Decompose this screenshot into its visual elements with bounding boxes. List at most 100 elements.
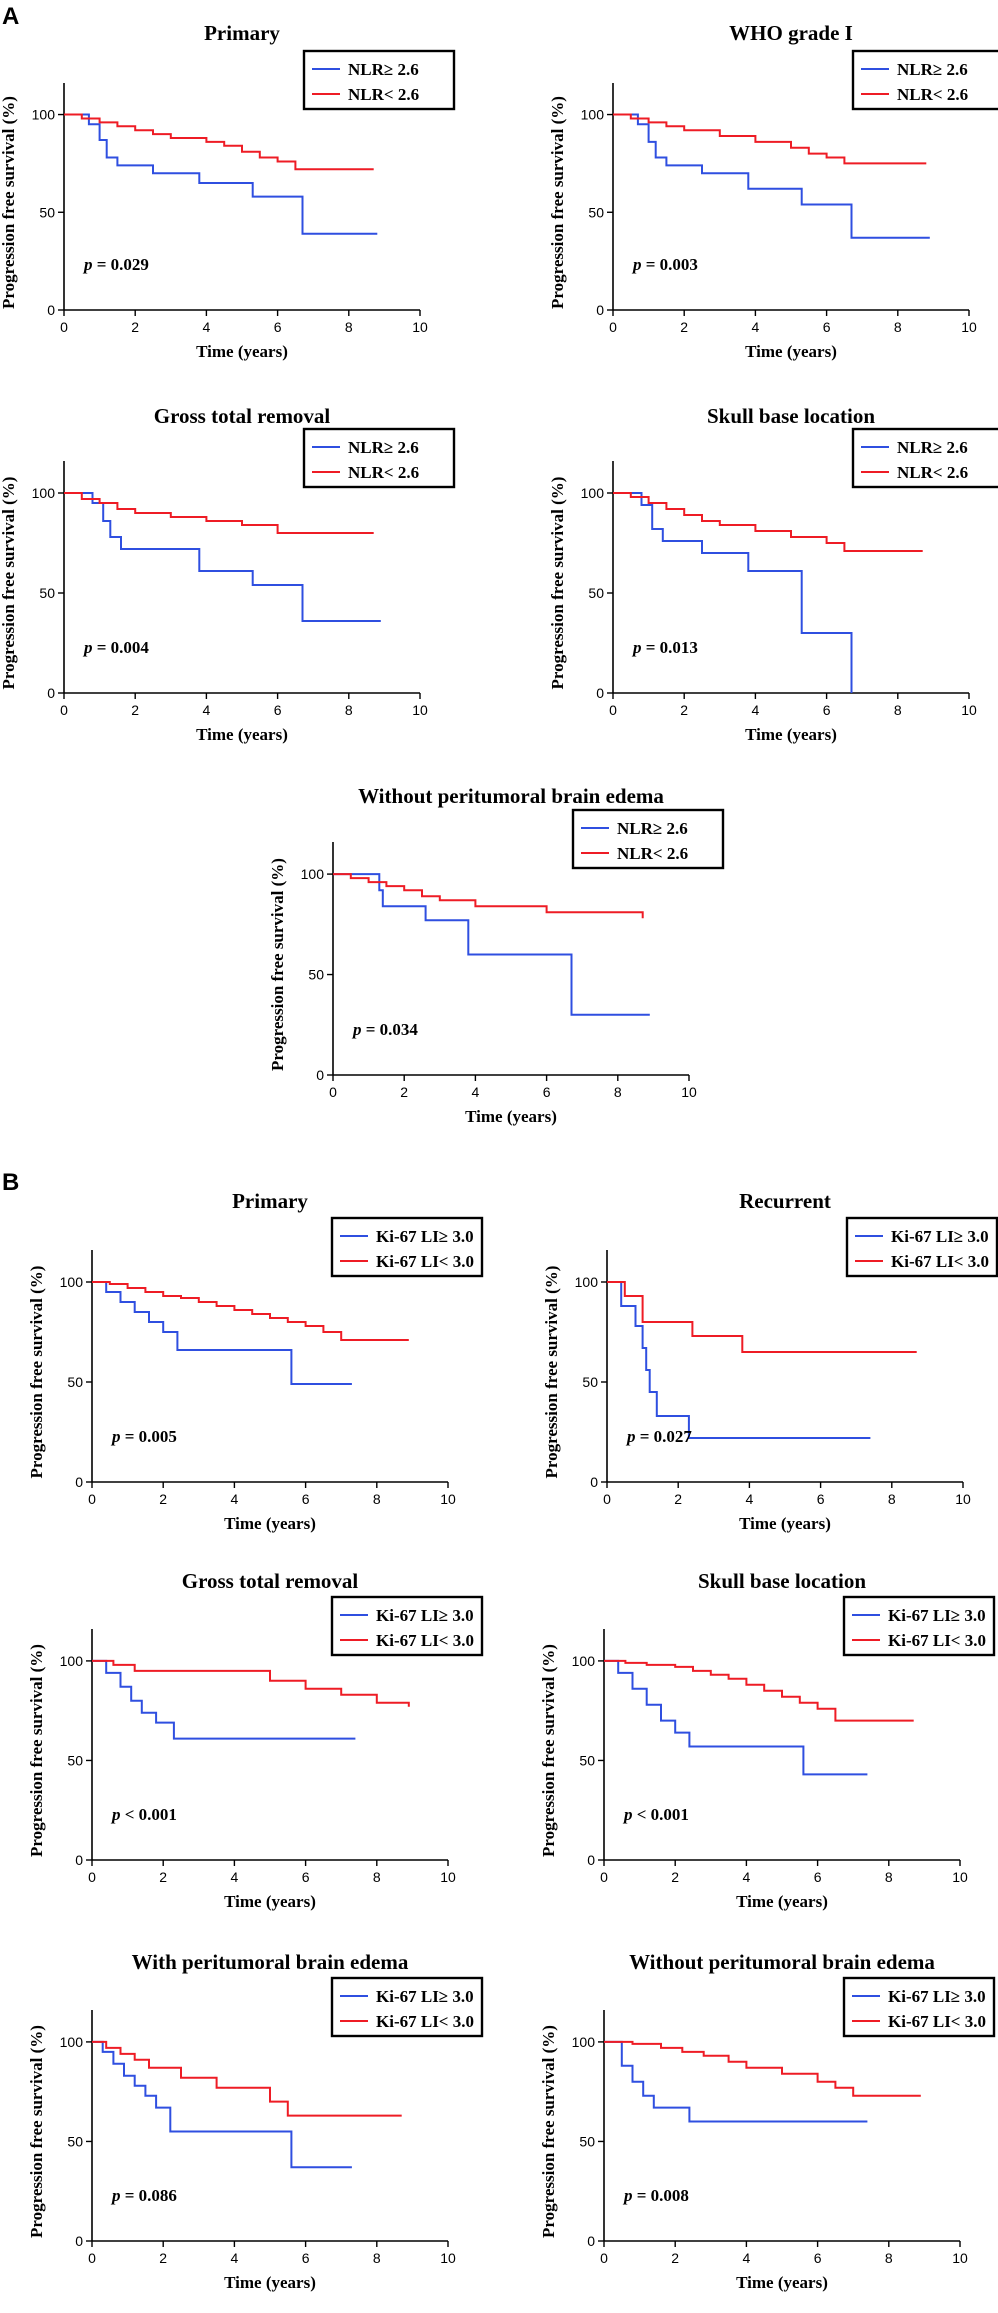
legend-label: Ki-67 LI≥ 3.0	[891, 1227, 989, 1246]
y-tick-label: 100	[572, 2034, 596, 2050]
x-tick-label: 10	[955, 1491, 971, 1507]
x-tick-label: 0	[600, 2250, 608, 2266]
y-tick-label: 100	[581, 107, 605, 123]
x-tick-label: 10	[681, 1084, 697, 1100]
y-tick-label: 100	[575, 1274, 599, 1290]
legend-box	[571, 808, 725, 870]
y-tick-label: 100	[60, 2034, 84, 2050]
y-tick-label: 0	[75, 2233, 83, 2249]
x-tick-label: 0	[329, 1084, 337, 1100]
legend-box	[302, 49, 456, 111]
series-line-low	[333, 873, 644, 919]
y-tick-label: 100	[32, 107, 56, 123]
x-tick-label: 4	[746, 1491, 754, 1507]
x-tick-label: 4	[743, 1869, 751, 1885]
x-tick-label: 10	[440, 1491, 456, 1507]
chart-8: Gross total removal 0 50 100 0 2 4 6 8 10 Time (ye…	[27, 1569, 484, 1911]
legend-box	[842, 1595, 996, 1657]
p-value-annotation: p = 0.003	[631, 255, 698, 274]
panel-label-b: B	[2, 1169, 19, 1196]
chart-title: Without peritumoral brain edema	[629, 1950, 935, 1974]
y-tick-label: 0	[590, 1474, 598, 1490]
chart-title: WHO grade I	[729, 21, 853, 45]
series-line-high	[613, 113, 930, 239]
p-value-annotation: p = 0.013	[631, 638, 698, 657]
x-tick-label: 6	[302, 2250, 310, 2266]
legend-label: Ki-67 LI≥ 3.0	[376, 1227, 474, 1246]
legend-box	[845, 1216, 998, 1278]
legend-label: Ki-67 LI≥ 3.0	[376, 1606, 474, 1625]
x-tick-label: 6	[302, 1491, 310, 1507]
y-tick-label: 50	[67, 1374, 83, 1390]
x-tick-label: 0	[60, 319, 68, 335]
chart-title: Primary	[232, 1189, 308, 1213]
legend-label: Ki-67 LI< 3.0	[888, 2012, 986, 2031]
x-tick-label: 2	[671, 2250, 679, 2266]
x-tick-label: 8	[614, 1084, 622, 1100]
chart-6: Primary 0 50 100 0 2 4 6 8 10 Time (years) Progress…	[27, 1189, 484, 1533]
y-axis-label: Progression free survival (%)	[27, 1266, 46, 1479]
y-axis-label: Progression free survival (%)	[542, 1266, 561, 1479]
legend-label: Ki-67 LI< 3.0	[376, 1631, 474, 1650]
x-tick-label: 2	[680, 702, 688, 718]
y-tick-label: 50	[588, 585, 604, 601]
legend-label: Ki-67 LI≥ 3.0	[888, 1987, 986, 2006]
x-tick-label: 0	[88, 1491, 96, 1507]
y-tick-label: 50	[39, 204, 55, 220]
chart-3: Gross total removal 0 50 100 0 2 4 6 8 10 Time (ye…	[0, 404, 456, 744]
x-tick-label: 8	[888, 1491, 896, 1507]
x-tick-label: 6	[543, 1084, 551, 1100]
series-line-high	[604, 2040, 868, 2123]
x-tick-label: 6	[823, 702, 831, 718]
x-tick-label: 6	[814, 1869, 822, 1885]
chart-title: Skull base location	[707, 404, 875, 428]
chart-7: Recurrent 0 50 100 0 2 4 6 8 10 Time (years) Progre…	[542, 1189, 998, 1533]
legend-label: NLR≥ 2.6	[617, 819, 688, 838]
y-tick-label: 0	[47, 685, 55, 701]
chart-2: WHO grade I 0 50 100 0 2 4 6 8 10 Time (years) Prog…	[548, 21, 998, 361]
series-line-high	[333, 873, 650, 1016]
x-axis-label: Time (years)	[196, 725, 288, 744]
series-line-low	[604, 2040, 921, 2097]
x-tick-label: 2	[159, 1869, 167, 1885]
chart-title: Primary	[204, 21, 280, 45]
x-tick-label: 10	[412, 319, 428, 335]
series-line-high	[64, 113, 378, 235]
x-tick-label: 2	[131, 319, 139, 335]
x-tick-label: 8	[345, 319, 353, 335]
x-tick-label: 8	[885, 2250, 893, 2266]
chart-title: Skull base location	[698, 1569, 866, 1593]
series-line-low	[92, 1659, 410, 1707]
series-line-low	[92, 2040, 402, 2117]
x-tick-label: 10	[961, 702, 977, 718]
y-axis-label: Progression free survival (%)	[539, 2025, 558, 2238]
y-tick-label: 0	[587, 1852, 595, 1868]
x-tick-label: 2	[131, 702, 139, 718]
x-axis-label: Time (years)	[224, 1514, 316, 1533]
y-tick-label: 50	[579, 1752, 595, 1768]
series-line-high	[92, 1659, 356, 1740]
x-axis-label: Time (years)	[224, 2273, 316, 2292]
x-tick-label: 4	[752, 702, 760, 718]
series-line-high	[92, 2040, 352, 2169]
x-tick-label: 6	[302, 1869, 310, 1885]
y-axis-label: Progression free survival (%)	[0, 96, 18, 309]
x-tick-label: 6	[274, 319, 282, 335]
y-tick-label: 50	[39, 585, 55, 601]
y-tick-label: 0	[47, 302, 55, 318]
legend-box	[330, 1976, 484, 2038]
x-tick-label: 6	[817, 1491, 825, 1507]
x-tick-label: 8	[373, 1869, 381, 1885]
x-tick-label: 10	[440, 1869, 456, 1885]
x-tick-label: 2	[159, 2250, 167, 2266]
x-tick-label: 2	[671, 1869, 679, 1885]
chart-9: Skull base location 0 50 100 0 2 4 6 8 10 Time (ye…	[539, 1569, 996, 1911]
x-tick-label: 8	[345, 702, 353, 718]
series-line-low	[607, 1281, 917, 1353]
x-tick-label: 6	[814, 2250, 822, 2266]
x-axis-label: Time (years)	[745, 342, 837, 361]
p-value-annotation: p = 0.029	[82, 255, 149, 274]
x-tick-label: 4	[231, 1869, 239, 1885]
x-axis-label: Time (years)	[736, 2273, 828, 2292]
